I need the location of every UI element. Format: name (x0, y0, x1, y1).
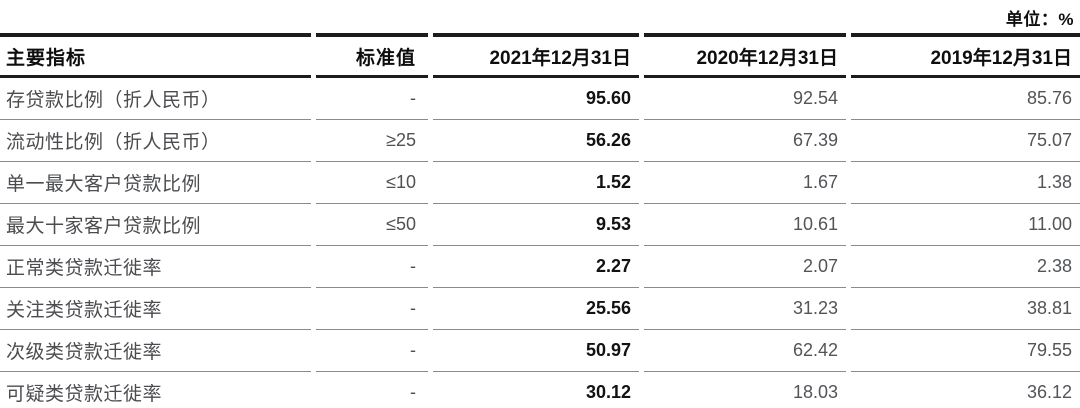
standard-value: - (316, 246, 428, 288)
standard-value: ≥25 (316, 120, 428, 162)
value-2021: 2.27 (433, 246, 639, 288)
indicator-label: 单一最大客户贷款比例 (0, 162, 311, 204)
value-2021: 56.26 (433, 120, 639, 162)
value-2021: 50.97 (433, 330, 639, 372)
value-2020: 92.54 (644, 78, 846, 120)
table-row: 正常类贷款迁徙率 - 2.27 2.07 2.38 (0, 246, 1080, 288)
key-indicators-table: 主要指标 标准值 2021年12月31日 2020年12月31日 2019年12… (0, 33, 1080, 408)
indicator-label: 最大十家客户贷款比例 (0, 204, 311, 246)
col-header-2020: 2020年12月31日 (644, 33, 846, 78)
standard-value: - (316, 78, 428, 120)
value-2021: 25.56 (433, 288, 639, 330)
table-row: 流动性比例（折人民币） ≥25 56.26 67.39 75.07 (0, 120, 1080, 162)
value-2019: 79.55 (851, 330, 1080, 372)
col-header-standard: 标准值 (316, 33, 428, 78)
table-row: 次级类贷款迁徙率 - 50.97 62.42 79.55 (0, 330, 1080, 372)
value-2019: 85.76 (851, 78, 1080, 120)
table-row: 关注类贷款迁徙率 - 25.56 31.23 38.81 (0, 288, 1080, 330)
value-2020: 2.07 (644, 246, 846, 288)
indicator-label: 正常类贷款迁徙率 (0, 246, 311, 288)
table-row: 可疑类贷款迁徙率 - 30.12 18.03 36.12 (0, 372, 1080, 408)
indicator-label: 可疑类贷款迁徙率 (0, 372, 311, 408)
col-header-indicator: 主要指标 (0, 33, 311, 78)
value-2019: 11.00 (851, 204, 1080, 246)
value-2021: 30.12 (433, 372, 639, 408)
col-header-2019: 2019年12月31日 (851, 33, 1080, 78)
value-2021: 1.52 (433, 162, 639, 204)
value-2019: 2.38 (851, 246, 1080, 288)
standard-value: ≤10 (316, 162, 428, 204)
value-2020: 62.42 (644, 330, 846, 372)
value-2021: 9.53 (433, 204, 639, 246)
indicator-label: 次级类贷款迁徙率 (0, 330, 311, 372)
standard-value: - (316, 288, 428, 330)
value-2021: 95.60 (433, 78, 639, 120)
value-2020: 10.61 (644, 204, 846, 246)
indicator-label: 关注类贷款迁徙率 (0, 288, 311, 330)
unit-label: 单位：% (1005, 10, 1074, 29)
value-2019: 36.12 (851, 372, 1080, 408)
table-row: 存贷款比例（折人民币） - 95.60 92.54 85.76 (0, 78, 1080, 120)
value-2019: 1.38 (851, 162, 1080, 204)
col-header-2021: 2021年12月31日 (433, 33, 639, 78)
value-2020: 1.67 (644, 162, 846, 204)
table-row: 单一最大客户贷款比例 ≤10 1.52 1.67 1.38 (0, 162, 1080, 204)
value-2019: 38.81 (851, 288, 1080, 330)
value-2020: 67.39 (644, 120, 846, 162)
table-row: 最大十家客户贷款比例 ≤50 9.53 10.61 11.00 (0, 204, 1080, 246)
indicator-label: 存贷款比例（折人民币） (0, 78, 311, 120)
standard-value: - (316, 372, 428, 408)
value-2019: 75.07 (851, 120, 1080, 162)
standard-value: - (316, 330, 428, 372)
header-row: 主要指标 标准值 2021年12月31日 2020年12月31日 2019年12… (0, 33, 1080, 78)
indicator-label: 流动性比例（折人民币） (0, 120, 311, 162)
value-2020: 18.03 (644, 372, 846, 408)
value-2020: 31.23 (644, 288, 846, 330)
standard-value: ≤50 (316, 204, 428, 246)
